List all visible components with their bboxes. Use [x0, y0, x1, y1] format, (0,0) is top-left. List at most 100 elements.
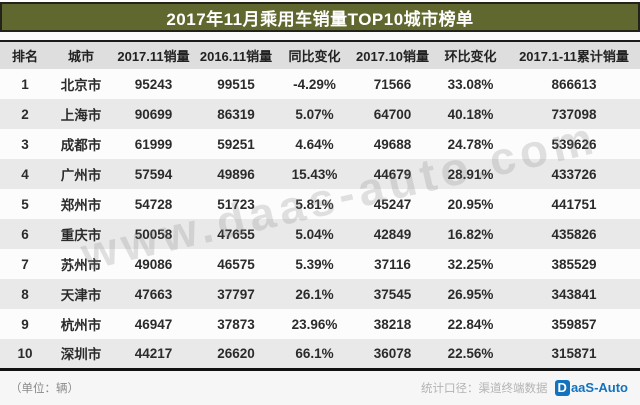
rank-cell: 1 [21, 76, 29, 92]
value-cell: 5.81% [295, 196, 334, 212]
city-cell: 成都市 [60, 138, 102, 153]
table-row: 4 广州市 57594 49896 15.43% 44679 28.91% 433726 [0, 159, 640, 189]
value-cell: 385529 [551, 256, 597, 272]
table-row: 2 上海市 90699 86319 5.07% 64700 40.18% 737098 [0, 99, 640, 129]
column-header: 排名 [11, 49, 38, 64]
value-cell: 22.56% [447, 345, 494, 361]
value-cell: 49688 [373, 136, 412, 152]
column-header: 2017.10销量 [356, 49, 429, 64]
rank-cell: 9 [21, 316, 29, 332]
value-cell: 866613 [551, 76, 597, 92]
logo-wordmark: aaS-Auto [570, 380, 628, 395]
value-cell: 441751 [551, 196, 597, 212]
value-cell: 46575 [217, 256, 255, 272]
table-row: 10 深圳市 44217 26620 66.1% 36078 22.56% 315871 [0, 339, 640, 369]
daas-auto-logo: D aaS-Auto [554, 379, 628, 396]
value-cell: 40.18% [447, 106, 494, 122]
value-cell: 4.64% [295, 136, 334, 152]
value-cell: 44217 [134, 345, 173, 361]
value-cell: 37873 [217, 316, 255, 332]
value-cell: 24.78% [447, 136, 494, 152]
rank-cell: 6 [21, 226, 29, 242]
value-cell: 23.96% [291, 316, 338, 332]
unit-note: （单位：辆） [10, 382, 79, 395]
value-cell: 433726 [551, 166, 597, 182]
value-cell: 26.95% [447, 286, 494, 302]
table-row: 9 杭州市 46947 37873 23.96% 38218 22.84% 359857 [0, 309, 640, 339]
column-header: 2017.11销量 [117, 49, 190, 64]
value-cell: 435826 [551, 226, 597, 242]
value-cell: 5.39% [295, 256, 334, 272]
table-body: 1 北京市 95243 99515 -4.29% 71566 33.08% 866613 2 上海… [0, 69, 640, 369]
value-cell: 32.25% [447, 256, 494, 272]
value-cell: 539626 [551, 136, 597, 152]
rank-cell: 5 [21, 196, 29, 212]
footer-right: 统计口径：渠道终端数据 D aaS-Auto [421, 379, 628, 396]
value-cell: 95243 [134, 76, 173, 92]
value-cell: 737098 [551, 106, 597, 122]
value-cell: 47663 [134, 286, 173, 302]
column-header: 环比变化 [444, 49, 497, 64]
value-cell: 66.1% [295, 345, 334, 361]
city-cell: 北京市 [60, 78, 102, 93]
rank-cell: 8 [21, 286, 29, 302]
city-cell: 天津市 [60, 288, 102, 303]
column-header: 同比变化 [288, 49, 341, 64]
rank-cell: 10 [17, 345, 33, 361]
value-cell: 16.82% [447, 226, 494, 242]
value-cell: 51723 [217, 196, 255, 212]
value-cell: 5.07% [295, 106, 334, 122]
city-cell: 杭州市 [60, 318, 102, 333]
value-cell: 37545 [373, 286, 412, 302]
table-row: 7 苏州市 49086 46575 5.39% 37116 32.25% 385529 [0, 249, 640, 279]
title-gap [0, 32, 640, 40]
rank-cell: 2 [21, 106, 29, 122]
value-cell: 47655 [217, 226, 255, 242]
value-cell: 44679 [373, 166, 412, 182]
column-header: 城市 [67, 49, 94, 64]
value-cell: 38218 [373, 316, 412, 332]
footer: （单位：辆） 统计口径：渠道终端数据 D aaS-Auto [0, 370, 640, 405]
title-bar: 2017年11月乘用车销量TOP10城市榜单 [0, 2, 640, 32]
value-cell: 86319 [217, 106, 255, 122]
value-cell: 37797 [217, 286, 255, 302]
value-cell: 49896 [217, 166, 255, 182]
table-row: 6 重庆市 50058 47655 5.04% 42849 16.82% 435826 [0, 219, 640, 249]
value-cell: 59251 [217, 136, 255, 152]
table-row: 5 郑州市 54728 51723 5.81% 45247 20.95% 441751 [0, 189, 640, 219]
table-row: 8 天津市 47663 37797 26.1% 37545 26.95% 343841 [0, 279, 640, 309]
value-cell: 37116 [374, 256, 411, 272]
page-title: 2017年11月乘用车销量TOP10城市榜单 [166, 9, 474, 29]
value-cell: 61999 [134, 136, 173, 152]
value-cell: 315871 [551, 345, 597, 361]
value-cell: 57594 [134, 166, 173, 182]
value-cell: -4.29% [293, 76, 336, 92]
value-cell: 54728 [134, 196, 173, 212]
value-cell: 28.91% [447, 166, 494, 182]
value-cell: 5.04% [295, 226, 334, 242]
column-header: 2016.11销量 [199, 49, 273, 64]
city-cell: 苏州市 [60, 258, 102, 273]
value-cell: 46947 [134, 316, 173, 332]
source-note: 统计口径：渠道终端数据 [421, 382, 548, 395]
city-cell: 深圳市 [60, 347, 102, 363]
value-cell: 359857 [551, 316, 597, 332]
value-cell: 50058 [134, 226, 173, 242]
value-cell: 22.84% [447, 316, 494, 332]
value-cell: 42849 [373, 226, 412, 242]
sales-ranking-table: 排名 城市 2017.11销量 2016.11销量 同比变化 2017.10销量 环比变化 2… [0, 40, 640, 371]
value-cell: 36078 [373, 345, 412, 361]
value-cell: 64700 [373, 106, 412, 122]
value-cell: 90699 [134, 106, 173, 122]
value-cell: 71566 [373, 76, 412, 92]
city-cell: 郑州市 [60, 198, 102, 213]
value-cell: 99515 [217, 76, 255, 92]
city-cell: 重庆市 [60, 228, 102, 243]
value-cell: 26.1% [295, 286, 334, 302]
value-cell: 33.08% [447, 76, 494, 92]
column-header: 2017.1-11累计销量 [519, 49, 629, 64]
value-cell: 45247 [373, 196, 412, 212]
value-cell: 20.95% [447, 196, 494, 212]
table-row: 3 成都市 61999 59251 4.64% 49688 24.78% 539626 [0, 129, 640, 159]
